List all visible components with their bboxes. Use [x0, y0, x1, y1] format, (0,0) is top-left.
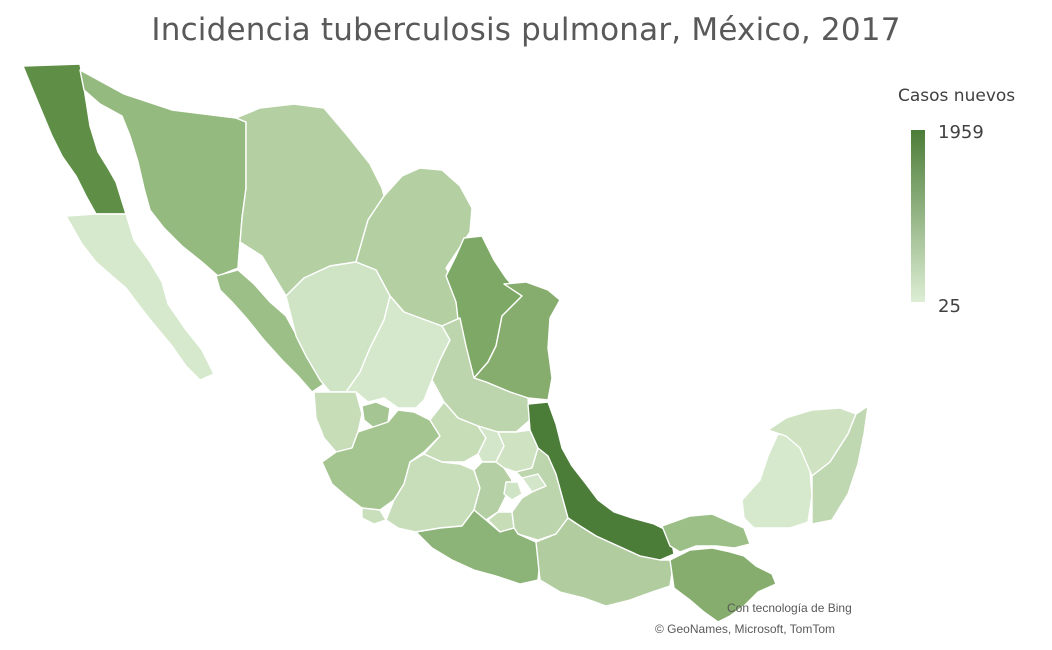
state-ciudad-de-mexico[interactable]: Ciudad de México — [503, 481, 523, 501]
state-colima[interactable]: Colima — [361, 507, 387, 525]
legend-title: Casos nuevos — [898, 86, 1016, 106]
legend-max-label: 1959 — [938, 122, 984, 143]
map-title: Incidencia tuberculosis pulmonar, México… — [151, 12, 901, 48]
attribution-copyright: © GeoNames, Microsoft, TomTom — [655, 622, 835, 636]
state-sinaloa[interactable]: Sinaloa — [215, 269, 325, 393]
legend-color-scale — [911, 130, 925, 302]
attribution-powered-by: Con tecnología de Bing — [727, 601, 852, 615]
state-veracruz[interactable]: Veracruz — [527, 401, 675, 561]
state-chiapas[interactable]: Chiapas — [669, 547, 777, 623]
legend-min-label: 25 — [938, 296, 961, 317]
state-quintana-roo[interactable]: Quintana Roo — [811, 405, 869, 525]
state-baja-california-sur[interactable]: Baja California Sur — [65, 213, 215, 381]
state-hidalgo[interactable]: Hidalgo — [495, 429, 539, 473]
state-zacatecas[interactable]: Zacatecas — [345, 295, 451, 409]
state-tabasco[interactable]: Tabasco — [661, 513, 751, 553]
